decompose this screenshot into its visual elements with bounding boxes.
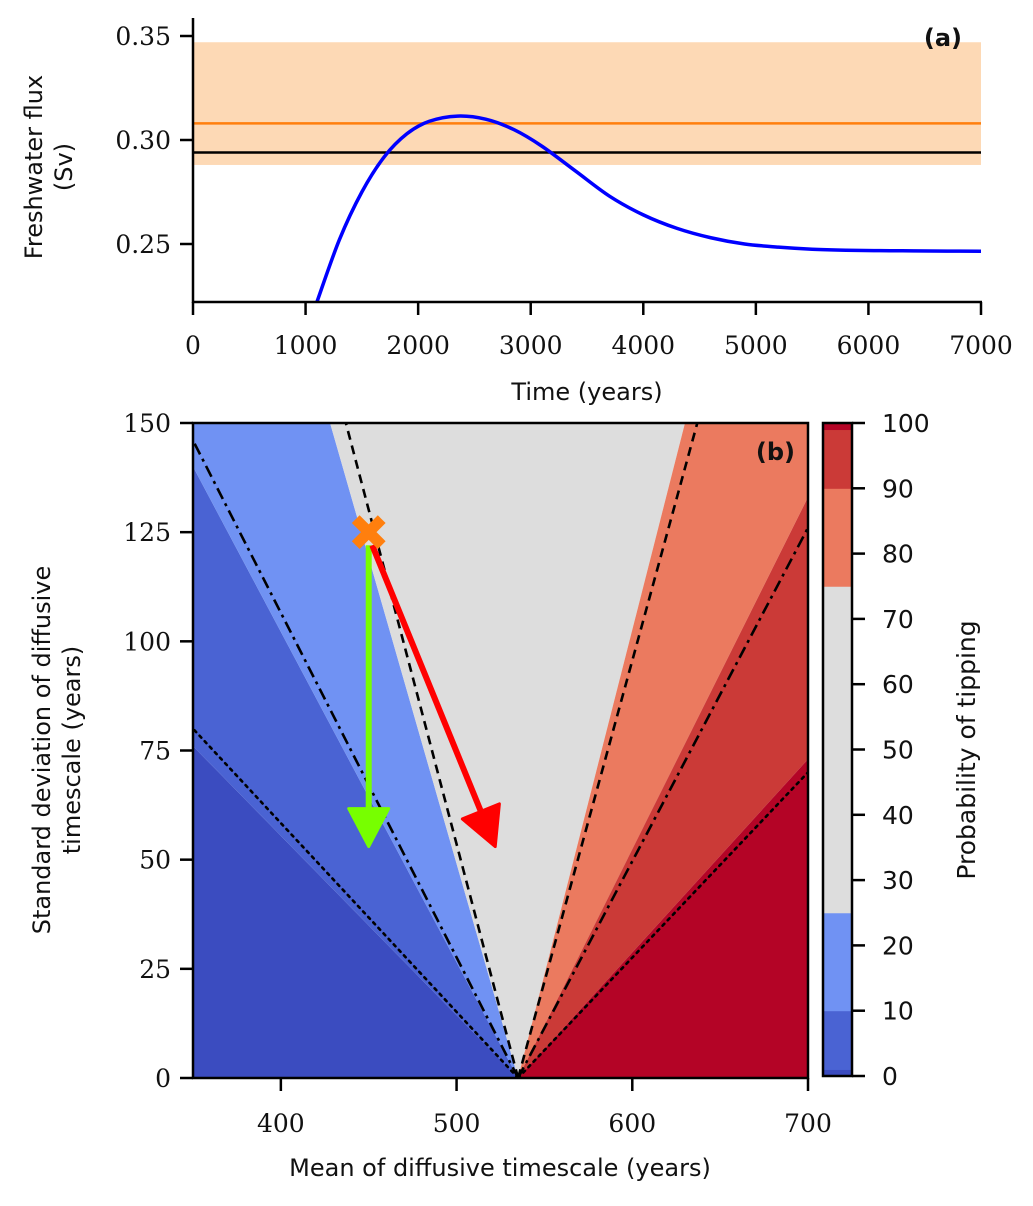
panel-b-ytick-label: 50 xyxy=(139,846,171,875)
colorbar: 0 10 20 30 40 50 60 70 80 90 100 Probability of ti… xyxy=(821,409,981,1091)
panel-a-xtick-label: 4000 xyxy=(611,331,675,360)
colorbar-tick-label: 10 xyxy=(882,997,914,1026)
colorbar-tick-label: 100 xyxy=(882,409,930,438)
panel-a: 0 1000 2000 3000 4000 5000 6000 7000 0.25 0.30 0.3… xyxy=(20,18,1013,406)
region-p10-25 xyxy=(193,423,519,1078)
uncertainty-band xyxy=(193,42,981,165)
dotted-right-line xyxy=(516,771,808,1078)
panel-a-xtick-label: 5000 xyxy=(724,331,788,360)
colorbar-label: Probability of tipping xyxy=(952,620,981,879)
panel-a-xlabel: Time (years) xyxy=(510,378,662,406)
green-arrow-head xyxy=(347,807,391,849)
current-estimate-marker xyxy=(351,515,386,550)
colorbar-tick-label: 70 xyxy=(882,605,914,634)
panel-b-ytick-label: 75 xyxy=(139,737,171,766)
region-p90-99 xyxy=(518,497,808,1078)
panel-b-ytick-label: 25 xyxy=(139,955,171,984)
panel-a-xtick-label: 3000 xyxy=(499,331,563,360)
panel-b-ytick-label: 100 xyxy=(123,627,171,656)
region-p1-10 xyxy=(193,466,519,1078)
dashed-left-line xyxy=(344,423,520,1078)
colorbar-tick-label: 20 xyxy=(882,931,914,960)
dashdot-left-line xyxy=(193,439,520,1078)
marker-stroke-2 xyxy=(351,515,386,550)
region-p25-75 xyxy=(330,423,685,1078)
panel-b-ytick-label: 0 xyxy=(155,1064,171,1093)
panel-a-ytick-label: 0.35 xyxy=(115,22,171,51)
panel-b-ytick-label: 150 xyxy=(123,409,171,438)
colorbar-tick-label: 80 xyxy=(882,540,914,569)
colorbar-tick-label: 90 xyxy=(882,474,914,503)
panel-a-ylabel-line1: Freshwater flux xyxy=(20,75,48,259)
panel-b-xtick-label: 500 xyxy=(433,1109,481,1138)
panel-a-xtick-label: 2000 xyxy=(386,331,450,360)
panel-b-ylabel-line2: timescale (years) xyxy=(58,646,86,854)
colorbar-band xyxy=(823,912,852,1012)
colorbar-tick-label: 40 xyxy=(882,801,914,830)
panel-a-label: (a) xyxy=(924,24,962,52)
red-arrow-shaft xyxy=(369,544,484,813)
panel-b-xtick-label: 600 xyxy=(608,1109,656,1138)
panel-a-xtick-label: 1000 xyxy=(274,331,338,360)
colorbar-band xyxy=(823,1010,852,1070)
colorbar-tick-label: 30 xyxy=(882,866,914,895)
panel-b-xlabel: Mean of diffusive timescale (years) xyxy=(289,1154,711,1182)
panel-a-ytick-label: 0.30 xyxy=(115,126,171,155)
colorbar-tick-label: 60 xyxy=(882,670,914,699)
region-p75-90 xyxy=(518,423,808,1078)
panel-b-ytick-label: 125 xyxy=(123,518,171,547)
panel-a-xtick-label: 6000 xyxy=(837,331,901,360)
dashed-right-line xyxy=(516,423,699,1078)
freshwater-flux-line xyxy=(315,114,981,302)
panel-b-xtick-label: 700 xyxy=(784,1109,832,1138)
panel-b-ylabel-line1: Standard deviation of diffusive xyxy=(28,566,56,935)
red-arrow-head xyxy=(460,802,501,849)
panel-b-xtick-label: 400 xyxy=(257,1109,305,1138)
dotted-left-line xyxy=(193,727,520,1078)
region-p99-100 xyxy=(518,759,808,1078)
colorbar-band xyxy=(823,488,852,587)
colorbar-band xyxy=(823,423,852,431)
colorbar-band xyxy=(823,1069,852,1077)
colorbar-tick-label: 0 xyxy=(882,1062,898,1091)
panel-a-ytick-label: 0.25 xyxy=(115,230,171,259)
panel-b-label: (b) xyxy=(756,438,795,466)
colorbar-band xyxy=(823,429,852,489)
panel-a-xtick-label: 7000 xyxy=(949,331,1013,360)
colorbar-band xyxy=(823,586,852,914)
panel-a-ylabel-line2: (Sv) xyxy=(50,143,78,191)
panel-a-xtick-label: 0 xyxy=(185,331,201,360)
colorbar-tick-label: 50 xyxy=(882,736,914,765)
dashdot-right-line xyxy=(516,527,808,1078)
